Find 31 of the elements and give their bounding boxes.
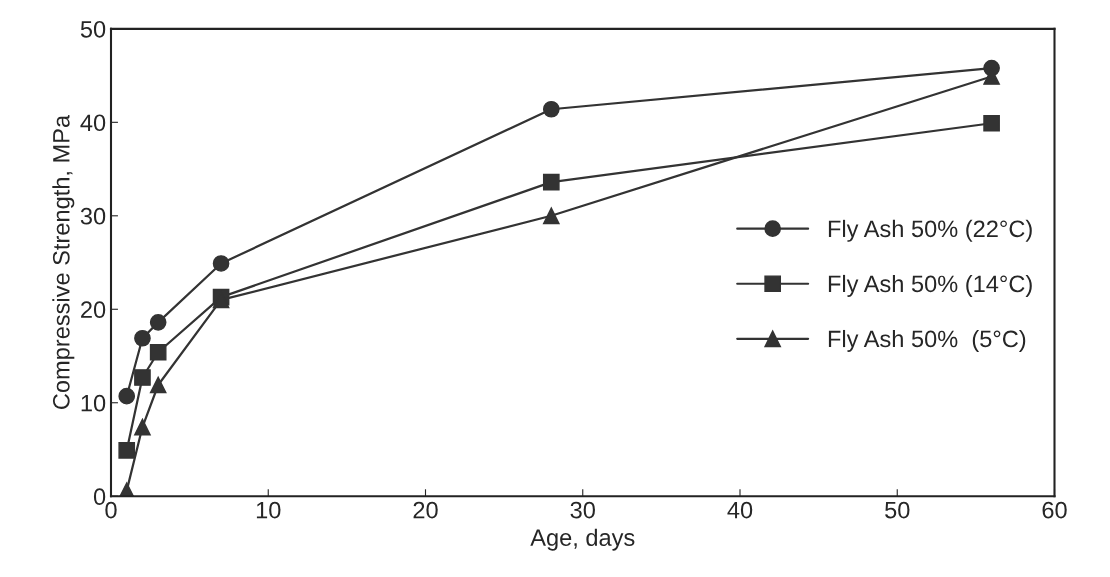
point xyxy=(212,255,230,272)
x-tick-label: 30 xyxy=(570,501,595,519)
point xyxy=(542,100,560,118)
x-tick-label: 20 xyxy=(413,501,438,519)
y-tick-label: 50 xyxy=(80,20,106,38)
point xyxy=(149,314,167,331)
point xyxy=(542,173,560,191)
y-tick-label: 40 xyxy=(80,114,106,132)
y-axis-title: Compressive Strength, MPa xyxy=(52,114,75,409)
y-tick-label: 0 xyxy=(93,488,106,506)
point xyxy=(134,329,151,347)
y-tick-label: 30 xyxy=(80,207,106,225)
point xyxy=(149,376,167,394)
point xyxy=(134,418,151,436)
point xyxy=(118,387,136,405)
y-tick-label: 10 xyxy=(81,394,106,412)
point xyxy=(983,114,1000,132)
point xyxy=(542,207,560,225)
legend-label: Fly Ash 50% (5°C) xyxy=(828,329,1026,352)
point xyxy=(118,442,136,459)
x-tick-label: 50 xyxy=(885,501,910,519)
point xyxy=(134,369,151,386)
x-tick-label: 10 xyxy=(256,501,281,519)
x-axis-title: Age, days xyxy=(530,528,635,551)
legend-label: Fly Ash 50% (14°C) xyxy=(828,274,1032,297)
x-tick-label: 60 xyxy=(1042,501,1067,519)
x-tick-label: 40 xyxy=(727,501,753,519)
x-tick-label: 0 xyxy=(105,501,117,519)
legend-label: Fly Ash 50% (22°C) xyxy=(828,219,1032,242)
point xyxy=(149,343,167,361)
y-tick-label: 20 xyxy=(81,301,106,319)
